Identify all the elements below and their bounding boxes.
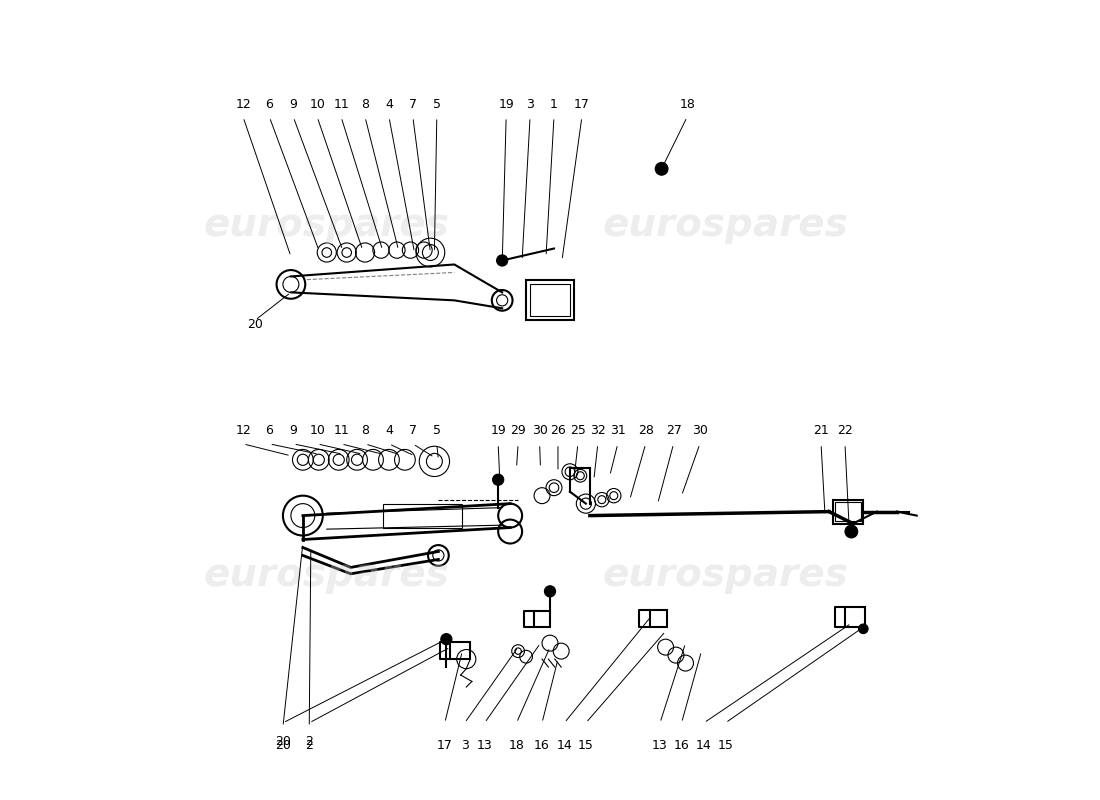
Text: 14: 14 (696, 739, 712, 752)
Circle shape (656, 162, 668, 175)
Text: 21: 21 (813, 425, 829, 438)
Text: 15: 15 (717, 739, 734, 752)
Text: 7: 7 (409, 425, 417, 438)
Text: 9: 9 (289, 425, 297, 438)
Circle shape (493, 474, 504, 486)
Text: 9: 9 (289, 98, 297, 110)
Text: 11: 11 (333, 425, 349, 438)
Text: eurospares: eurospares (603, 206, 848, 244)
Text: 8: 8 (361, 98, 368, 110)
Circle shape (441, 634, 452, 645)
Bar (833, 500, 864, 523)
Text: 5: 5 (432, 425, 441, 438)
Text: 15: 15 (578, 739, 594, 752)
Bar (845, 607, 865, 627)
Text: 30: 30 (531, 425, 548, 438)
Bar (835, 502, 861, 521)
Text: 6: 6 (265, 98, 273, 110)
Text: 20: 20 (275, 739, 290, 752)
Text: 6: 6 (265, 425, 273, 438)
Text: 17: 17 (574, 98, 590, 110)
Text: 12: 12 (235, 425, 251, 438)
Text: 19: 19 (498, 98, 514, 110)
Text: 13: 13 (476, 739, 493, 752)
Text: 22: 22 (837, 425, 852, 438)
Circle shape (858, 624, 868, 634)
Text: 10: 10 (309, 425, 326, 438)
Text: 18: 18 (679, 98, 695, 110)
Text: 28: 28 (638, 425, 653, 438)
Text: 16: 16 (673, 739, 690, 752)
Text: 20: 20 (275, 735, 290, 748)
Text: 2: 2 (306, 739, 313, 752)
Text: 27: 27 (666, 425, 682, 438)
Text: 18: 18 (508, 739, 525, 752)
Text: 4: 4 (385, 425, 393, 438)
Circle shape (544, 586, 556, 597)
Text: 3: 3 (526, 98, 534, 110)
Bar (526, 281, 574, 320)
Text: 5: 5 (432, 98, 441, 110)
Bar (530, 285, 570, 316)
Bar (535, 611, 550, 627)
Text: 12: 12 (235, 98, 251, 110)
Text: 11: 11 (333, 98, 349, 110)
Text: 3: 3 (461, 739, 469, 752)
Text: 29: 29 (510, 425, 526, 438)
Circle shape (845, 525, 858, 538)
Text: 26: 26 (550, 425, 565, 438)
Text: 1: 1 (550, 98, 558, 110)
Text: eurospares: eurospares (204, 556, 450, 594)
Text: 10: 10 (309, 98, 326, 110)
Text: 7: 7 (409, 98, 417, 110)
Text: 13: 13 (652, 739, 668, 752)
Text: 16: 16 (535, 739, 550, 752)
Bar (650, 610, 668, 627)
Text: eurospares: eurospares (603, 556, 848, 594)
Text: 8: 8 (361, 425, 368, 438)
Text: 32: 32 (590, 425, 606, 438)
Text: 2: 2 (306, 735, 313, 748)
Circle shape (496, 255, 508, 266)
Text: 31: 31 (609, 425, 626, 438)
Text: 30: 30 (692, 425, 707, 438)
Text: 25: 25 (570, 425, 586, 438)
Text: 19: 19 (491, 425, 506, 438)
Bar (450, 642, 471, 659)
Text: 20: 20 (248, 318, 263, 330)
Text: 4: 4 (385, 98, 393, 110)
Text: 17: 17 (437, 739, 453, 752)
Bar (383, 504, 462, 527)
Text: 14: 14 (557, 739, 572, 752)
Text: eurospares: eurospares (204, 206, 450, 244)
